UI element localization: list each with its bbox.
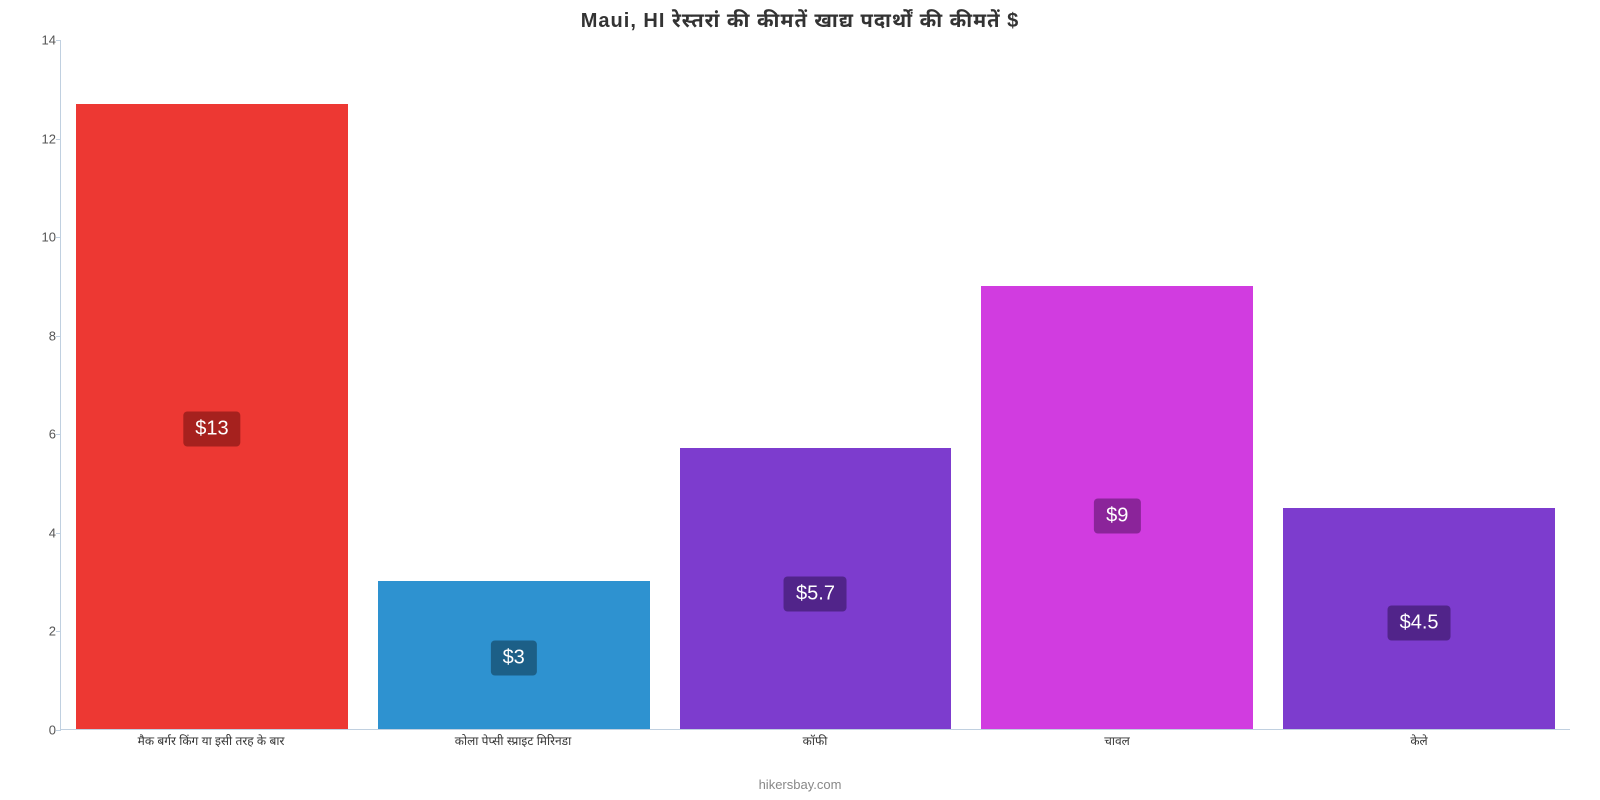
- bars-layer: $13 $3 $5.7 $9 $4.5: [61, 40, 1570, 729]
- bar: $4.5: [1283, 508, 1555, 729]
- y-tick-mark: [56, 336, 61, 337]
- y-tick-label: 14: [21, 33, 56, 48]
- y-tick-mark: [56, 139, 61, 140]
- attribution-text: hikersbay.com: [0, 777, 1600, 792]
- y-tick-label: 6: [21, 427, 56, 442]
- y-tick-mark: [56, 533, 61, 534]
- bar: $5.7: [680, 448, 952, 729]
- y-tick-label: 10: [21, 230, 56, 245]
- bar-value-label: $9: [1094, 499, 1140, 534]
- y-tick-label: 0: [21, 723, 56, 738]
- y-tick-label: 8: [21, 328, 56, 343]
- y-tick-mark: [56, 40, 61, 41]
- y-tick-label: 12: [21, 131, 56, 146]
- bar-value-label: $13: [183, 411, 240, 446]
- chart-title: Maui, HI रेस्तरां की कीमतें खाद्य पदार्थ…: [0, 10, 1600, 36]
- bar-slot: $13: [61, 40, 363, 729]
- y-tick-mark: [56, 730, 61, 731]
- y-tick-label: 4: [21, 525, 56, 540]
- y-tick-label: 2: [21, 624, 56, 639]
- x-tick-label: चावल: [966, 734, 1268, 750]
- y-tick-mark: [56, 237, 61, 238]
- bar: $9: [981, 286, 1253, 729]
- bar-value-label: $5.7: [784, 577, 847, 612]
- bar-slot: $3: [363, 40, 665, 729]
- bar-slot: $5.7: [665, 40, 967, 729]
- bar-value-label: $3: [491, 641, 537, 676]
- x-tick-label: कोला पेप्सी स्प्राइट मिरिनडा: [362, 734, 664, 750]
- x-tick-label: मैक बर्गर किंग या इसी तरह के बार: [60, 734, 362, 750]
- bar-slot: $9: [966, 40, 1268, 729]
- bar: $13: [76, 104, 348, 729]
- y-tick-mark: [56, 434, 61, 435]
- bar-slot: $4.5: [1268, 40, 1570, 729]
- bar-value-label: $4.5: [1388, 605, 1451, 640]
- x-tick-label: केले: [1268, 734, 1570, 750]
- x-tick-label: कॉफी: [664, 734, 966, 750]
- y-tick-mark: [56, 631, 61, 632]
- x-axis-labels: मैक बर्गर किंग या इसी तरह के बारकोला पेप…: [60, 734, 1570, 750]
- chart-container: Maui, HI रेस्तरां की कीमतें खाद्य पदार्थ…: [0, 0, 1600, 800]
- plot-area: $13$3$5.7$9$4.5 02468101214: [60, 40, 1570, 730]
- bar: $3: [378, 581, 650, 729]
